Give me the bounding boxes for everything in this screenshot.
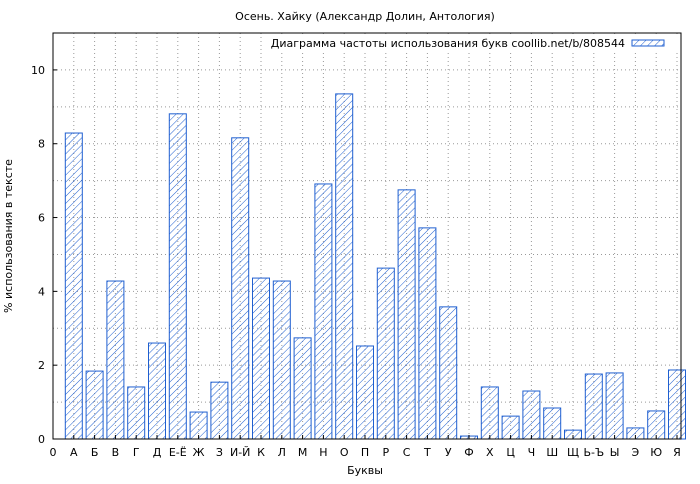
bar [189, 411, 208, 440]
x-tick-label: К [257, 446, 265, 459]
bar [376, 267, 395, 440]
x-tick-label: Г [133, 446, 140, 459]
bar [335, 93, 354, 440]
x-tick-label: Ч [528, 446, 536, 459]
y-tick-label: 2 [38, 359, 45, 372]
x-tick-label: Ь-Ъ [583, 446, 604, 459]
bar [418, 227, 437, 440]
legend-swatch [631, 39, 665, 47]
x-tick-label: И-Й [230, 446, 250, 459]
y-axis-label: % использования в тексте [2, 159, 15, 313]
bar [106, 280, 125, 440]
x-tick-label: П [361, 446, 369, 459]
bar [127, 386, 146, 440]
x-tick-label: 0 [50, 446, 57, 459]
bar [293, 337, 312, 440]
bar [439, 306, 458, 440]
bar [252, 277, 270, 440]
x-axis-label: Буквы [347, 464, 383, 477]
x-tick-label: Л [278, 446, 286, 459]
x-tick-label: Х [486, 446, 494, 459]
x-tick-label: А [70, 446, 78, 459]
x-tick-label: Б [91, 446, 99, 459]
x-tick-label: Ф [464, 446, 473, 459]
bar [272, 280, 291, 440]
x-tick-label: Р [382, 446, 389, 459]
bar [605, 372, 624, 440]
x-tick-label: Ю [650, 446, 662, 459]
bar [168, 113, 187, 440]
x-tick-label: С [403, 446, 411, 459]
bar [85, 370, 104, 440]
y-tick-label: 10 [31, 64, 45, 77]
y-tick-label: 6 [38, 212, 45, 225]
x-tick-label: О [340, 446, 349, 459]
x-tick-label: Е-Ё [169, 446, 187, 459]
x-tick-label: Д [153, 446, 162, 459]
bar [231, 137, 250, 440]
y-tick-label: 8 [38, 138, 45, 151]
bar [210, 381, 229, 440]
y-tick-label: 4 [38, 285, 45, 298]
x-tick-label: Ж [193, 446, 205, 459]
plot-frame [52, 32, 682, 440]
x-tick-label: Ы [610, 446, 620, 459]
y-tick-label: 0 [38, 433, 45, 446]
bar [356, 345, 374, 440]
x-tick-label: З [216, 446, 223, 459]
bars [64, 93, 686, 440]
bar [314, 183, 333, 440]
x-tick-label: М [298, 446, 308, 459]
x-tick-label: Я [673, 446, 681, 459]
legend: Диаграмма частоты использования букв coo… [268, 35, 678, 51]
x-tick-label: В [112, 446, 120, 459]
x-tick-label: У [445, 446, 452, 459]
chart-title: Осень. Хайку (Александр Долин, Антология… [235, 10, 495, 23]
x-tick-label: Ц [506, 446, 515, 459]
bar [397, 189, 416, 440]
bar [480, 386, 499, 440]
bar [584, 373, 603, 440]
bar [64, 132, 83, 440]
x-tick-label: Н [319, 446, 327, 459]
bar [543, 407, 562, 440]
x-tick-label: Ш [546, 446, 558, 459]
bar [148, 342, 166, 440]
x-tick-label: Щ [567, 446, 579, 459]
bar [668, 369, 686, 440]
x-tick-label: Э [632, 446, 640, 459]
legend-label: Диаграмма частоты использования букв coo… [271, 37, 625, 50]
bar [647, 410, 666, 440]
x-tick-label: Т [423, 446, 431, 459]
bar [522, 390, 541, 440]
